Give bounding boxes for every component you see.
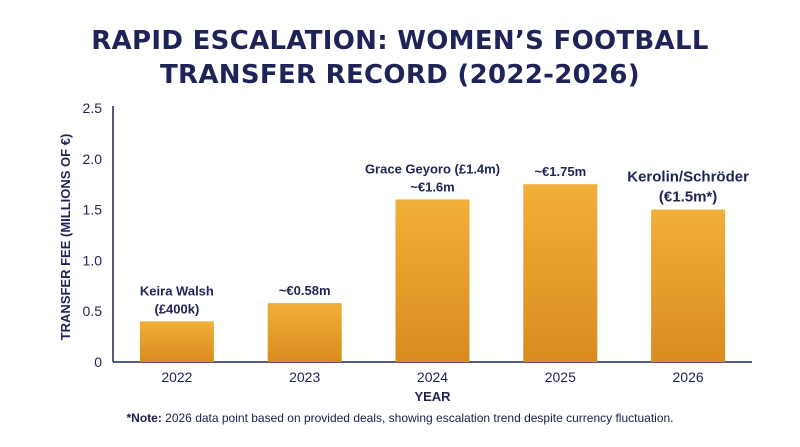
bar-2025 (523, 184, 598, 362)
chart-title-line-1: RAPID ESCALATION: WOMEN’S FOOTBALL (91, 26, 709, 56)
x-axis-label: YEAR (414, 389, 451, 404)
y-axis-label: TRANSFER FEE (MILLIONS OF €) (58, 134, 73, 341)
data-label: ~€0.58m (279, 283, 331, 298)
data-label: Keira Walsh (140, 283, 214, 298)
y-tick-label: 0.5 (83, 303, 103, 319)
chart-title: RAPID ESCALATION: WOMEN’S FOOTBALL TRANS… (0, 24, 800, 92)
x-tick-label: 2022 (161, 369, 192, 385)
bar-2026 (651, 209, 726, 362)
bar-2024 (395, 199, 470, 362)
footnote-label: *Note: (126, 411, 162, 425)
data-label: (€1.5m*) (659, 189, 717, 206)
data-label: ~€1.6m (410, 179, 454, 194)
bar-2022 (139, 321, 214, 362)
data-label: Grace Geyoro (£1.4m) (365, 161, 500, 176)
footnote: *Note: 2026 data point based on provided… (0, 411, 800, 425)
x-tick-label: 2025 (545, 369, 576, 385)
x-tick-label: 2024 (417, 369, 448, 385)
footnote-text: 2026 data point based on provided deals,… (161, 411, 674, 425)
y-tick-label: 1.0 (83, 252, 103, 268)
x-tick-label: 2026 (673, 369, 704, 385)
data-label: (£400k) (154, 301, 199, 316)
y-tick-label: 1.5 (83, 202, 103, 218)
data-label: Kerolin/Schröder (627, 169, 749, 186)
y-tick-label: 0 (94, 354, 102, 370)
x-tick-label: 2023 (289, 369, 320, 385)
y-tick-label: 2.5 (83, 100, 103, 116)
data-label: ~€1.75m (534, 164, 586, 179)
y-tick-label: 2.0 (83, 151, 103, 167)
bar-2023 (267, 303, 342, 362)
chart-title-line-2: TRANSFER RECORD (2022-2026) (160, 60, 640, 90)
